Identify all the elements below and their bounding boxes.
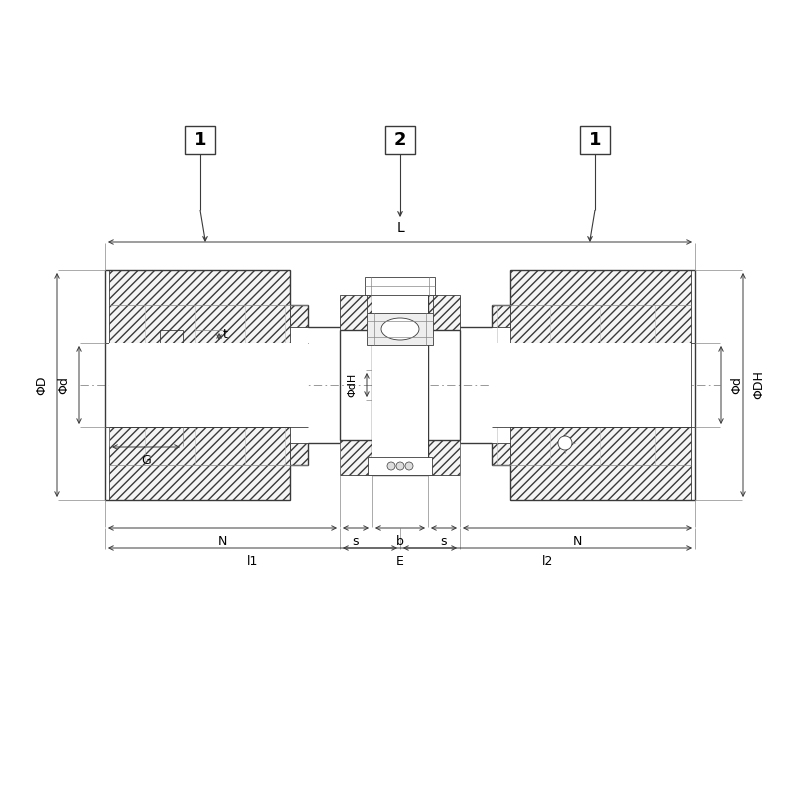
Text: G: G [141,454,151,467]
Bar [340,440,372,475]
Text: ΦdH: ΦdH [347,373,357,397]
Bar [365,277,435,295]
Text: ΦD: ΦD [35,375,48,394]
Bar [109,270,290,343]
Bar [510,427,691,500]
Text: s: s [441,535,447,548]
Bar [372,295,428,475]
Text: l2: l2 [542,555,553,568]
Circle shape [405,462,413,470]
Bar [492,305,510,327]
Text: b: b [396,535,404,548]
Circle shape [396,462,404,470]
Bar [510,270,691,343]
Bar [428,295,460,330]
Bar [367,313,433,345]
Bar [340,295,372,330]
Bar [492,443,510,465]
Bar [109,427,290,500]
Text: E: E [396,555,404,568]
Bar [428,440,460,475]
Bar [385,126,415,154]
Text: L: L [396,221,404,235]
Circle shape [387,462,395,470]
Bar [185,126,215,154]
Text: ΦDH: ΦDH [752,370,765,399]
Text: N: N [218,535,227,548]
Text: 1: 1 [194,131,206,149]
Text: 1: 1 [589,131,602,149]
Bar [290,443,308,465]
Bar [372,370,428,400]
Bar [109,343,308,427]
Text: 2: 2 [394,131,406,149]
Bar [368,457,432,475]
Bar [290,305,308,327]
Text: s: s [353,535,359,548]
Bar [580,126,610,154]
Bar [492,343,691,427]
Text: Φd: Φd [730,376,743,394]
Ellipse shape [381,318,419,340]
Text: N: N [573,535,582,548]
Text: l1: l1 [247,555,258,568]
Text: Φd: Φd [57,376,70,394]
Text: t: t [223,328,228,341]
Circle shape [558,436,572,450]
